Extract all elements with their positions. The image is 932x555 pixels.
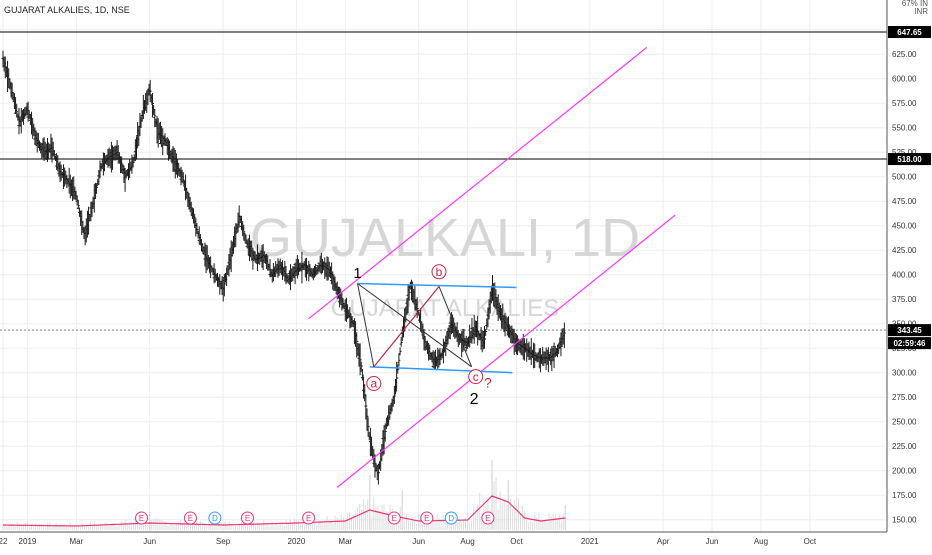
wave-label: c [473,370,479,384]
x-tick-label: Aug [460,537,474,546]
time-axis[interactable]: 22 2019 Mar Jun Sep 2020 Mar Jun Aug Oct 2021 Apr Ju… [0,531,932,550]
y-tick-label: 625.00 [892,50,917,59]
x-tick-label: 2020 [288,537,306,546]
wave-line [438,286,473,368]
event-marker [420,511,434,525]
chart-title: GUJARAT ALKALIES, 1D, NSE [4,5,130,15]
wave-label: 2 [470,391,479,408]
horizontal-lines[interactable] [0,31,887,331]
channel-line [336,214,676,488]
event-marker-label: E [245,514,250,523]
wave-line [357,283,472,368]
event-marker-label: E [485,514,490,523]
wave-label: ? [484,374,492,390]
event-marker-label: E [306,514,311,523]
y-tick-label: 600.00 [892,75,917,84]
wave-line [357,283,375,367]
event-marker-label: E [392,514,397,523]
y-tick-label: 300.00 [892,369,917,378]
time-axis-background [0,532,932,550]
y-tick-label: 425.00 [892,246,917,255]
y-tick-label: 150.00 [892,516,917,525]
event-marker-label: E [424,514,429,523]
grid [0,0,887,532]
event-marker-label: E [139,514,144,523]
x-tick-label: Apr [657,537,670,546]
event-marker [387,511,401,525]
x-tick-label: Jun [143,537,156,546]
event-marker [135,511,149,525]
x-tick-label: Oct [510,537,523,546]
x-tick-label: Sep [216,537,231,546]
y-tick-label: 450.00 [892,222,917,231]
y-tick-label: 250.00 [892,418,917,427]
x-tick-label: 2019 [19,537,37,546]
y-tick-label: 400.00 [892,271,917,280]
price-axis[interactable]: 150.00 175.00 200.00 225.00 250.00 275.00 300.… [886,0,932,532]
watermark: GUJALKALI, 1D GUJARAT ALKALIES [250,208,640,322]
flag-line [369,366,513,374]
hline-price-tag [888,26,931,39]
price-axis-background [887,0,932,532]
hline-price-tag [888,153,931,166]
x-tick-label: Mar [338,537,352,546]
flag-line [357,282,517,289]
countdown-tag [888,337,931,350]
wave-label: b [436,265,443,279]
x-tick-label: Mar [69,537,83,546]
x-tick-label: Oct [804,537,817,546]
event-marker-label: E [188,514,193,523]
countdown-label: 02:59:46 [893,339,926,348]
event-marker-label: D [448,514,454,523]
y-tick-label: 475.00 [892,197,917,206]
x-tick-label: 22 [0,537,8,546]
current-price-label: 343.45 [897,326,922,335]
corner-percent: 67% IN [902,0,928,8]
wave-label-circle [366,375,382,391]
y-tick-label: 175.00 [892,491,917,500]
wave-label: a [370,377,377,391]
hline-price-label: 647.65 [897,28,922,37]
y-tick-label: 275.00 [892,393,917,402]
event-marker [241,511,254,525]
wave-label-circle [468,369,484,385]
wave-label: 1 [353,265,361,282]
drawings[interactable] [308,46,676,488]
hline-price-label: 518.00 [897,155,922,164]
y-tick-label: 500.00 [892,173,917,182]
y-tick-label: 375.00 [892,295,917,304]
x-tick-label: Jun [412,537,425,546]
event-marker [302,511,316,525]
price-bars [1,50,566,485]
wave-line [373,286,440,368]
event-marker-label: D [212,514,218,523]
watermark-symbol: GUJALKALI, 1D [250,208,640,268]
axis-tags: 647.65 518.00 343.45 02:59:46 [888,26,931,350]
wave-labels: 1 b a c 2? [353,264,492,408]
corner-currency: INR [914,7,928,16]
event-marker [183,511,197,525]
x-tick-label: 2021 [581,537,599,546]
event-marker [444,511,458,525]
channel-line [308,46,648,320]
y-tick-label: 550.00 [892,124,917,133]
volume-average-line [2,495,566,527]
y-tick-label: 200.00 [892,467,917,476]
event-marker [481,511,495,525]
y-tick-label: 575.00 [892,99,917,108]
event-marker [208,511,222,525]
watermark-company: GUJARAT ALKALIES [331,295,560,322]
wave-label-circle [431,264,447,280]
current-price-tag [888,324,931,337]
y-tick-label: 525.00 [892,148,917,157]
y-tick-label: 225.00 [892,442,917,451]
x-tick-label: Jun [706,537,719,546]
x-tick-label: Aug [754,537,768,546]
